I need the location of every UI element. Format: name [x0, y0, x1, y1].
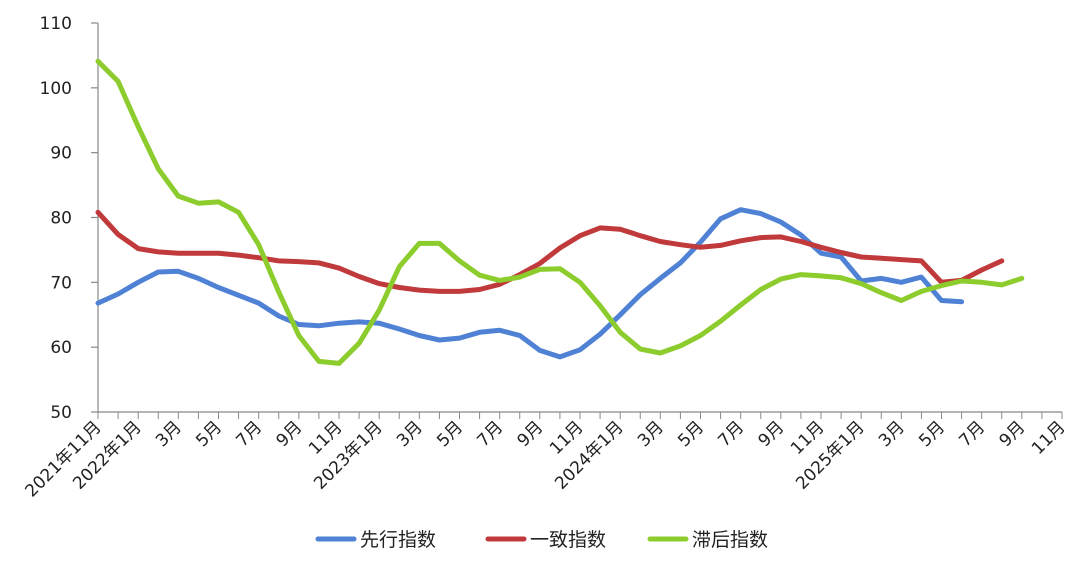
x-tick-label: 7月: [232, 417, 266, 451]
legend-label-2: 滞后指数: [692, 529, 768, 551]
legend: 先行指数 一致指数 滞后指数: [315, 529, 768, 551]
x-tick-label: 9月: [755, 417, 789, 451]
x-tick-label: 7月: [473, 417, 507, 451]
legend-label-0: 先行指数: [360, 529, 436, 551]
x-tick-label: 9月: [996, 417, 1030, 451]
x-tick-label: 3月: [152, 417, 186, 451]
x-tick-label: 7月: [955, 417, 989, 451]
x-tick-label: 5月: [433, 417, 467, 451]
y-tick-label: 80: [50, 209, 72, 229]
series-line-1: [95, 209, 1005, 294]
y-tick-label: 110: [40, 14, 72, 34]
x-tick-label: 5月: [192, 417, 226, 451]
legend-label-1: 一致指数: [530, 529, 606, 551]
y-tick-label: 50: [50, 403, 72, 423]
x-tick-label: 9月: [514, 417, 548, 451]
x-tick-label: 5月: [915, 417, 949, 451]
x-tick-label: 11月: [1028, 417, 1069, 458]
x-tick-label: 3月: [875, 417, 909, 451]
series-lines: [95, 58, 1025, 366]
x-tick-label: 5月: [674, 417, 708, 451]
series-line-2: [95, 58, 1025, 366]
x-tick-label: 3月: [393, 417, 427, 451]
x-tick-label: 3月: [634, 417, 668, 451]
y-tick-label: 70: [50, 273, 72, 293]
y-tick-label: 90: [50, 144, 72, 164]
x-tick-label: 9月: [273, 417, 307, 451]
x-tick-label: 7月: [714, 417, 748, 451]
y-axis: 50 60 70 80 90 100 110: [40, 14, 99, 423]
y-tick-label: 60: [50, 338, 72, 358]
y-tick-label: 100: [40, 79, 72, 99]
series-line-0: [95, 207, 965, 360]
